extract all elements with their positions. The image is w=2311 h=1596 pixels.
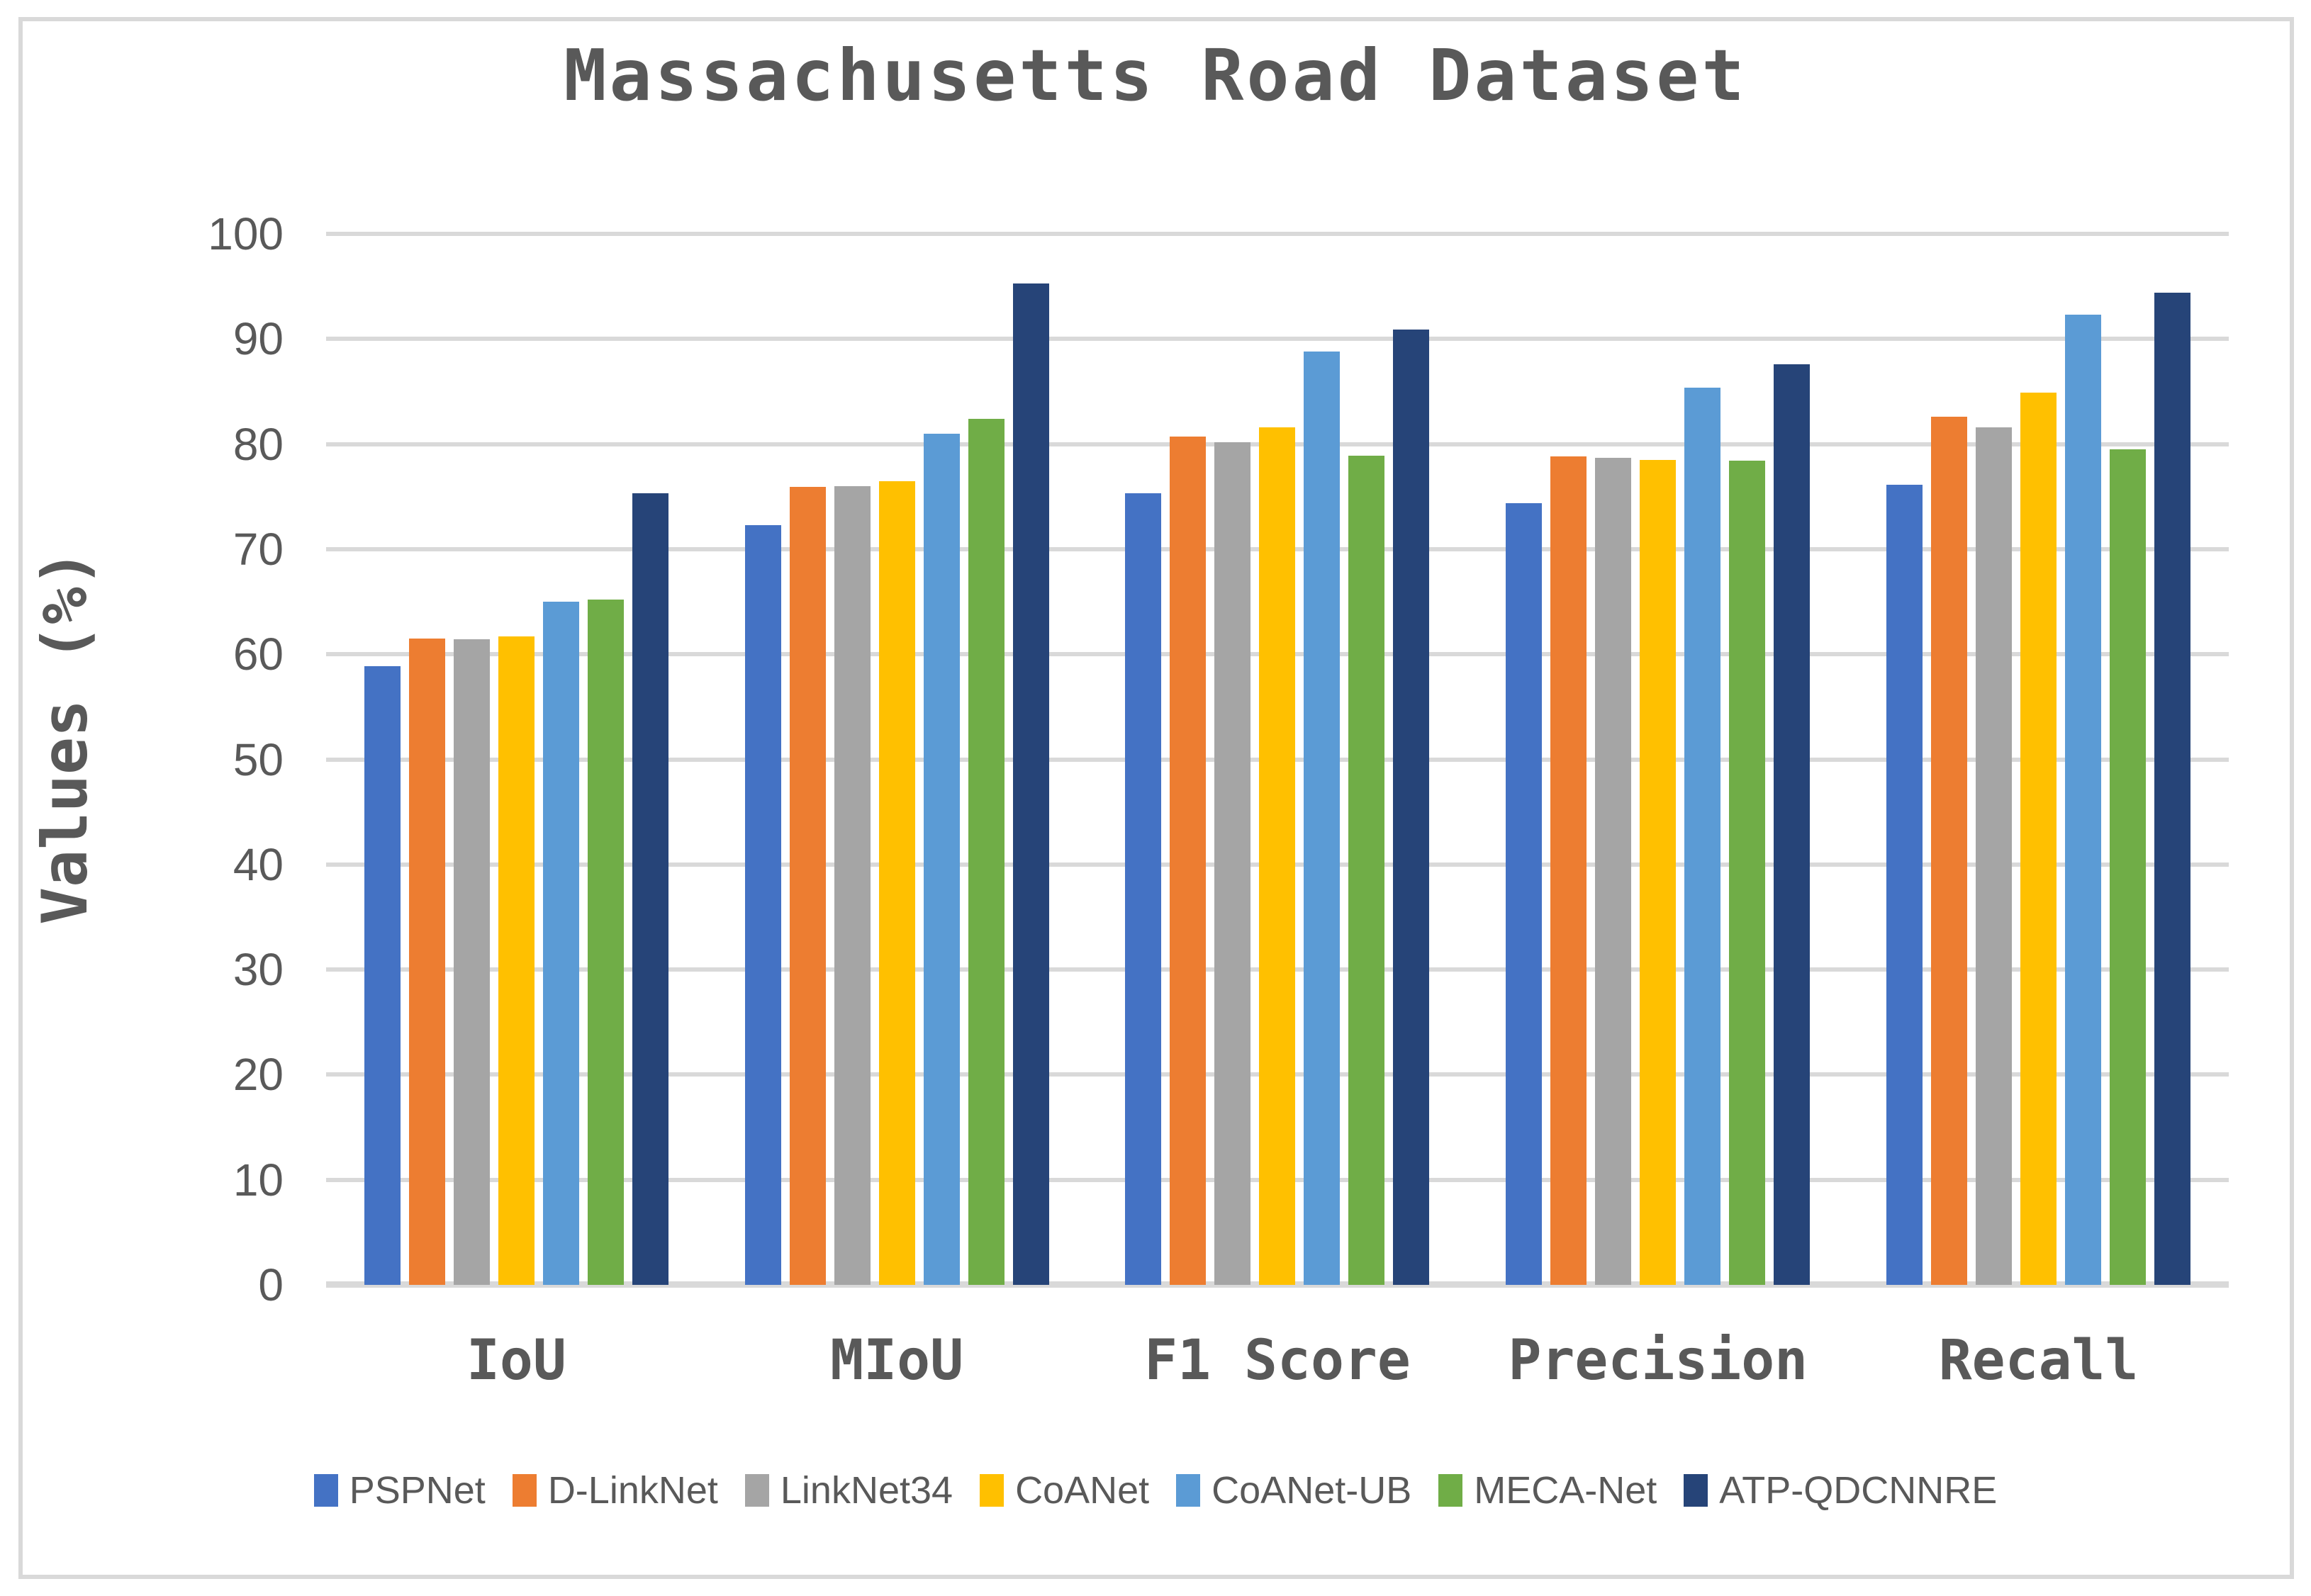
y-tick-label-60: 60 [233, 629, 284, 680]
bar-CoANet-F1 Score [1259, 427, 1296, 1285]
bar-D-LinkNet-F1 Score [1170, 437, 1207, 1285]
bar-group-IoU [326, 234, 707, 1285]
legend-swatch-D-LinkNet [512, 1474, 537, 1507]
legend-swatch-CoANet-UB [1176, 1474, 1201, 1507]
y-tick-label-0: 0 [258, 1259, 284, 1310]
y-tick-label-70: 70 [233, 523, 284, 575]
bar-PSPNet-Recall [1886, 485, 1923, 1285]
legend-item-ATP-QDCNNRE: ATP-QDCNNRE [1684, 1468, 1997, 1512]
legend-label-D-LinkNet: D-LinkNet [547, 1469, 718, 1512]
bar-CoANet-Precision [1640, 459, 1677, 1285]
bar-LinkNet34-IoU [453, 639, 490, 1285]
legend-item-PSPNet: PSPNet [313, 1468, 486, 1512]
bar-LinkNet34-Recall [1976, 427, 2013, 1285]
gridline-100 [326, 232, 2229, 236]
bar-ATP-QDCNNRE-F1 Score [1393, 329, 1430, 1285]
bar-group-Recall [1848, 234, 2229, 1285]
bar-LinkNet34-F1 Score [1214, 442, 1251, 1285]
bar-LinkNet34-Precision [1595, 457, 1632, 1285]
y-tick-label-80: 80 [233, 418, 284, 470]
legend-swatch-ATP-QDCNNRE [1684, 1474, 1708, 1507]
legend-swatch-CoANet [980, 1474, 1005, 1507]
legend-item-MECA-Net: MECA-Net [1438, 1468, 1657, 1512]
legend-label-CoANet-UB: CoANet-UB [1212, 1469, 1412, 1512]
bar-CoANet-MIoU [878, 481, 915, 1285]
plot-area [326, 232, 2229, 1288]
bar-CoANet-UB-Precision [1684, 387, 1721, 1285]
y-tick-label-50: 50 [233, 734, 284, 785]
y-tick-label-20: 20 [233, 1049, 284, 1101]
bar-LinkNet34-MIoU [834, 485, 871, 1285]
bar-D-LinkNet-MIoU [789, 487, 826, 1285]
legend-label-PSPNet: PSPNet [349, 1469, 486, 1512]
y-tick-label-10: 10 [233, 1154, 284, 1206]
bar-D-LinkNet-IoU [408, 638, 445, 1285]
bar-CoANet-UB-IoU [542, 602, 579, 1285]
bar-MECA-Net-Precision [1729, 461, 1766, 1285]
x-category-label-F1 Score: F1 Score [1144, 1329, 1411, 1393]
bar-MECA-Net-MIoU [968, 419, 1005, 1285]
bar-PSPNet-Precision [1506, 502, 1543, 1285]
legend-label-LinkNet34: LinkNet34 [780, 1469, 953, 1512]
legend-item-CoANet: CoANet [980, 1468, 1149, 1512]
x-category-label-MIoU: MIoU [830, 1329, 964, 1393]
gridline-90 [326, 337, 2229, 342]
y-tick-label-40: 40 [233, 838, 284, 890]
legend: PSPNet D-LinkNet LinkNet34 CoANet CoANet-UB M… [28, 1468, 2283, 1512]
legend-item-LinkNet34: LinkNet34 [744, 1468, 953, 1512]
legend-swatch-MECA-Net [1438, 1474, 1463, 1507]
bar-D-LinkNet-Recall [1931, 417, 1968, 1285]
bar-CoANet-UB-MIoU [923, 433, 960, 1285]
bar-PSPNet-MIoU [744, 524, 781, 1285]
bar-CoANet-IoU [498, 636, 535, 1285]
bar-MECA-Net-IoU [587, 600, 624, 1285]
legend-label-CoANet: CoANet [1015, 1469, 1150, 1512]
legend-swatch-LinkNet34 [744, 1474, 769, 1507]
bar-PSPNet-IoU [364, 665, 401, 1285]
bar-ATP-QDCNNRE-Recall [2154, 293, 2191, 1285]
legend-label-ATP-QDCNNRE: ATP-QDCNNRE [1719, 1469, 1998, 1512]
legend-item-D-LinkNet: D-LinkNet [512, 1468, 718, 1512]
bar-D-LinkNet-Precision [1550, 456, 1587, 1285]
bar-group-MIoU [707, 234, 1087, 1285]
bar-MECA-Net-Recall [2110, 449, 2147, 1285]
chart-title: Massachusetts Road Dataset [564, 34, 1747, 117]
bar-ATP-QDCNNRE-Precision [1774, 364, 1811, 1285]
bar-CoANet-UB-Recall [2065, 315, 2102, 1285]
bar-CoANet-Recall [2020, 392, 2057, 1285]
y-tick-label-100: 100 [208, 208, 284, 259]
legend-item-CoANet-UB: CoANet-UB [1176, 1468, 1411, 1512]
legend-label-MECA-Net: MECA-Net [1474, 1469, 1657, 1512]
y-tick-label-90: 90 [233, 313, 284, 365]
bar-ATP-QDCNNRE-MIoU [1012, 283, 1049, 1285]
y-tick-label-30: 30 [233, 944, 284, 996]
bar-PSPNet-F1 Score [1125, 493, 1162, 1285]
bar-CoANet-UB-F1 Score [1304, 352, 1341, 1285]
y-axis-title: Values (%) [28, 549, 101, 925]
bar-group-F1 Score [1087, 234, 1468, 1285]
x-category-label-Recall: Recall [1938, 1329, 2139, 1393]
bar-group-Precision [1467, 234, 1848, 1285]
x-category-label-Precision: Precision [1508, 1329, 1808, 1393]
legend-swatch-PSPNet [313, 1474, 338, 1507]
bar-ATP-QDCNNRE-IoU [632, 493, 668, 1285]
x-category-label-IoU: IoU [466, 1329, 566, 1393]
bar-MECA-Net-F1 Score [1348, 455, 1385, 1285]
